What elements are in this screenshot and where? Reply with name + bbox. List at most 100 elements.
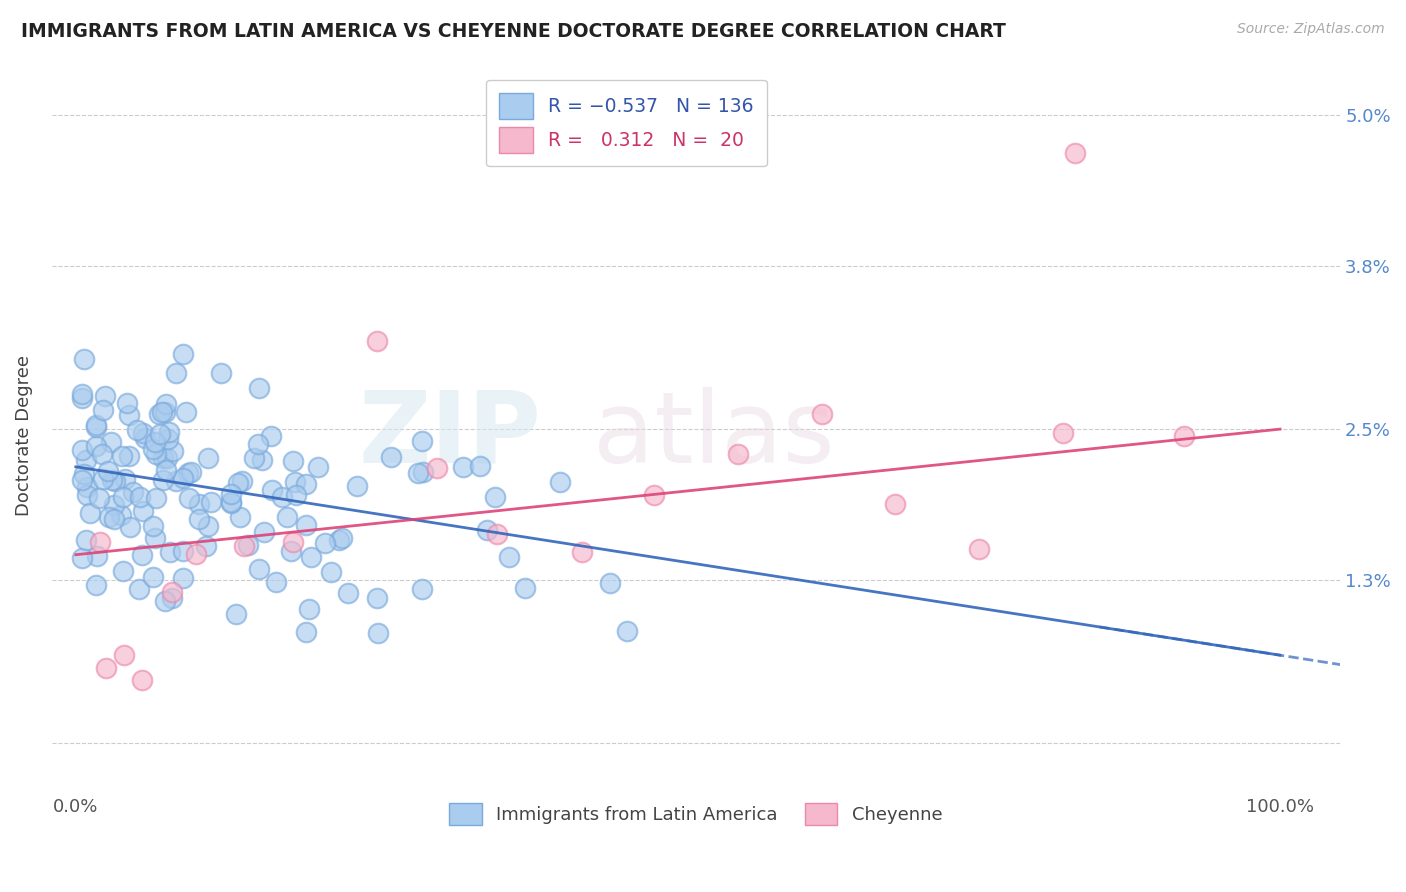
Point bbox=[157, 425, 180, 439]
Point bbox=[142, 569, 165, 583]
Point bbox=[330, 532, 353, 546]
Point bbox=[125, 424, 148, 438]
Point bbox=[70, 391, 93, 405]
Point bbox=[70, 442, 93, 457]
Point bbox=[101, 474, 124, 488]
Point bbox=[176, 466, 198, 480]
Point bbox=[157, 433, 180, 447]
Point bbox=[253, 525, 276, 540]
Point bbox=[142, 519, 165, 533]
Point bbox=[93, 388, 115, 402]
Point bbox=[160, 591, 183, 606]
Point bbox=[162, 443, 184, 458]
Point bbox=[219, 496, 242, 510]
Point bbox=[148, 407, 170, 421]
Point bbox=[470, 459, 492, 474]
Point bbox=[75, 533, 97, 547]
Point bbox=[86, 417, 108, 432]
Point bbox=[548, 475, 571, 490]
Point bbox=[143, 531, 166, 545]
Y-axis label: Doctorate Degree: Doctorate Degree bbox=[15, 355, 32, 516]
Point bbox=[120, 520, 142, 534]
Point bbox=[967, 542, 990, 557]
Point bbox=[366, 591, 388, 606]
Point bbox=[150, 405, 173, 419]
Point bbox=[73, 467, 96, 481]
Point bbox=[366, 334, 388, 349]
Point bbox=[172, 544, 194, 558]
Point bbox=[515, 582, 537, 596]
Point bbox=[412, 465, 434, 479]
Point bbox=[143, 434, 166, 449]
Point bbox=[285, 488, 308, 502]
Point bbox=[599, 576, 621, 591]
Point bbox=[337, 585, 360, 599]
Point bbox=[134, 431, 156, 445]
Point bbox=[121, 484, 143, 499]
Text: IMMIGRANTS FROM LATIN AMERICA VS CHEYENNE DOCTORATE DEGREE CORRELATION CHART: IMMIGRANTS FROM LATIN AMERICA VS CHEYENN… bbox=[21, 22, 1005, 41]
Point bbox=[111, 449, 134, 463]
Point bbox=[118, 409, 141, 423]
Point bbox=[643, 488, 665, 502]
Point bbox=[299, 549, 322, 564]
Point bbox=[188, 512, 211, 526]
Point bbox=[159, 545, 181, 559]
Point bbox=[451, 459, 474, 474]
Point bbox=[295, 477, 318, 491]
Point bbox=[250, 453, 273, 467]
Point bbox=[91, 403, 114, 417]
Point bbox=[319, 565, 342, 579]
Point bbox=[1173, 429, 1195, 443]
Point bbox=[128, 582, 150, 597]
Point bbox=[249, 381, 271, 395]
Point bbox=[276, 510, 298, 524]
Point bbox=[406, 466, 429, 480]
Point bbox=[219, 495, 242, 509]
Point bbox=[76, 488, 98, 502]
Point bbox=[114, 472, 136, 486]
Point bbox=[883, 498, 905, 512]
Point bbox=[142, 442, 165, 456]
Point bbox=[727, 447, 749, 461]
Point bbox=[153, 593, 176, 607]
Point bbox=[231, 474, 253, 488]
Point bbox=[197, 450, 219, 465]
Point bbox=[411, 434, 433, 448]
Point bbox=[197, 519, 219, 533]
Point bbox=[271, 490, 294, 504]
Point bbox=[117, 396, 139, 410]
Point bbox=[284, 475, 307, 490]
Point bbox=[367, 626, 389, 640]
Point bbox=[145, 446, 167, 460]
Point bbox=[97, 464, 120, 478]
Text: ZIP: ZIP bbox=[359, 387, 541, 483]
Point bbox=[103, 474, 125, 488]
Point bbox=[616, 624, 638, 638]
Point bbox=[233, 540, 256, 554]
Point bbox=[298, 602, 321, 616]
Point bbox=[87, 491, 110, 506]
Point bbox=[1052, 425, 1074, 440]
Point bbox=[1064, 145, 1087, 160]
Point bbox=[118, 450, 141, 464]
Point bbox=[131, 673, 153, 688]
Point bbox=[111, 490, 134, 504]
Point bbox=[475, 523, 498, 537]
Point bbox=[100, 434, 122, 449]
Point bbox=[70, 551, 93, 566]
Legend: Immigrants from Latin America, Cheyenne: Immigrants from Latin America, Cheyenne bbox=[440, 795, 952, 834]
Point bbox=[226, 475, 249, 490]
Point bbox=[180, 465, 202, 479]
Point bbox=[200, 495, 222, 509]
Point bbox=[498, 550, 520, 565]
Point bbox=[84, 439, 107, 453]
Point bbox=[186, 547, 208, 561]
Point bbox=[328, 533, 350, 548]
Point bbox=[174, 405, 197, 419]
Point bbox=[484, 490, 506, 504]
Point bbox=[177, 491, 200, 506]
Point bbox=[70, 473, 93, 487]
Point bbox=[266, 575, 288, 590]
Point bbox=[131, 548, 153, 562]
Point bbox=[172, 471, 194, 485]
